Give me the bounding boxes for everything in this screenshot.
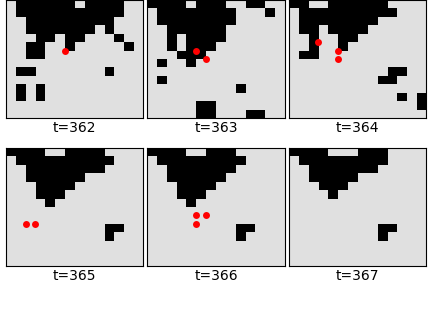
Text: t=363: t=363 <box>194 121 238 135</box>
Text: t=365: t=365 <box>53 269 96 283</box>
Text: t=367: t=367 <box>336 269 379 283</box>
Text: t=364: t=364 <box>336 121 379 135</box>
Text: t=362: t=362 <box>53 121 96 135</box>
Text: t=366: t=366 <box>194 269 238 283</box>
